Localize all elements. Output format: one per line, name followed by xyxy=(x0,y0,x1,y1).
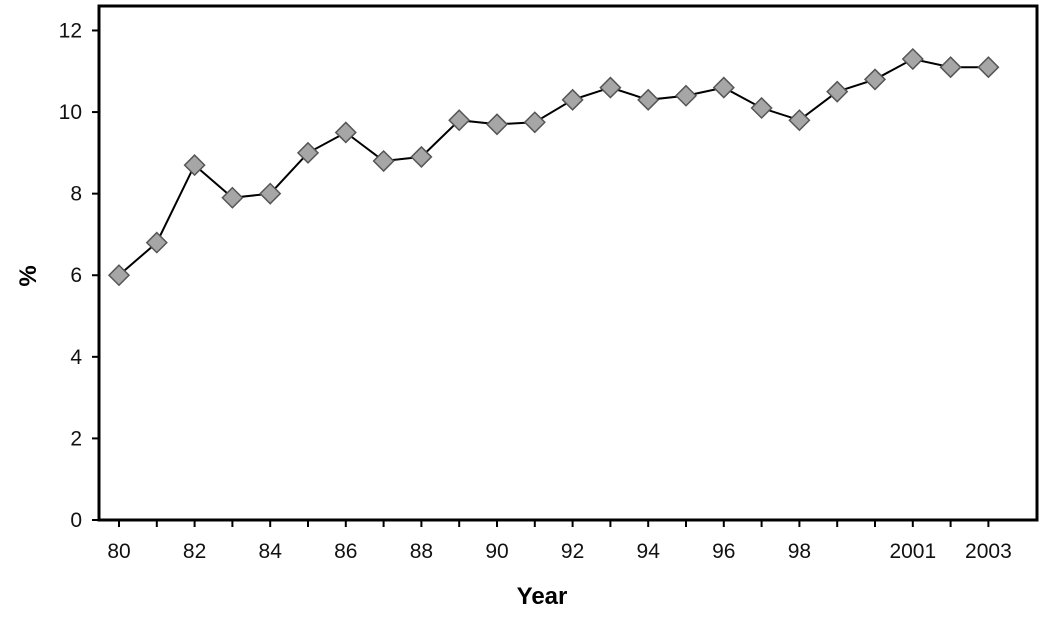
data-point-1993 xyxy=(599,76,622,99)
data-point-1990 xyxy=(485,113,509,136)
series-layer xyxy=(107,47,1000,287)
data-point-1983 xyxy=(221,186,244,209)
x-tick-label-9: 98 xyxy=(788,540,811,563)
data-point-1995 xyxy=(674,84,698,107)
data-point-1997 xyxy=(750,96,773,120)
data-point-1991 xyxy=(523,111,546,134)
data-point-1987 xyxy=(372,149,395,173)
data-point-1980 xyxy=(107,264,131,287)
x-tick-label-8: 96 xyxy=(712,540,735,563)
x-tick-label-10: 2001 xyxy=(889,540,936,563)
y-tick-label-4: 8 xyxy=(70,183,82,206)
data-point-1986 xyxy=(334,121,357,144)
x-tick-label-0: 80 xyxy=(107,540,130,563)
x-tick-label-11: 2003 xyxy=(965,540,1012,563)
data-point-2003 xyxy=(977,56,1000,79)
data-point-1994 xyxy=(637,88,660,111)
x-tick-label-4: 88 xyxy=(410,540,433,563)
x-tick-label-1: 82 xyxy=(183,540,206,563)
y-tick-label-1: 2 xyxy=(70,427,82,450)
x-tick-label-3: 86 xyxy=(334,540,357,563)
data-point-1992 xyxy=(561,88,584,111)
y-tick-label-6: 12 xyxy=(59,19,82,42)
y-tick-label-0: 0 xyxy=(70,509,82,532)
data-point-1988 xyxy=(410,145,433,168)
y-tick-label-5: 10 xyxy=(59,101,82,124)
y-tick-label-3: 6 xyxy=(70,264,82,287)
x-axis: 80 82 84 86 88 90 92 94 96 98 2001 2003 xyxy=(107,520,1012,563)
y-axis: 0 2 4 6 8 10 12 xyxy=(59,19,99,532)
data-point-1984 xyxy=(259,182,282,205)
data-point-1999 xyxy=(826,80,849,103)
data-point-2001 xyxy=(901,47,924,71)
data-point-1989 xyxy=(448,109,471,132)
data-point-2002 xyxy=(939,56,962,79)
y-axis-title: % xyxy=(15,265,42,286)
y-tick-label-2: 4 xyxy=(70,346,82,369)
data-point-2000 xyxy=(863,68,887,91)
data-point-1998 xyxy=(788,109,811,132)
x-tick-label-5: 90 xyxy=(485,540,508,563)
plot-area xyxy=(97,4,1039,522)
data-point-1996 xyxy=(712,76,735,99)
data-point-1985 xyxy=(296,141,320,164)
x-tick-label-2: 84 xyxy=(259,540,283,563)
x-tick-label-6: 92 xyxy=(561,540,584,563)
data-point-1981 xyxy=(145,231,168,254)
x-tick-label-7: 94 xyxy=(637,540,661,563)
x-axis-title: Year xyxy=(517,583,568,610)
data-point-1982 xyxy=(183,154,206,177)
